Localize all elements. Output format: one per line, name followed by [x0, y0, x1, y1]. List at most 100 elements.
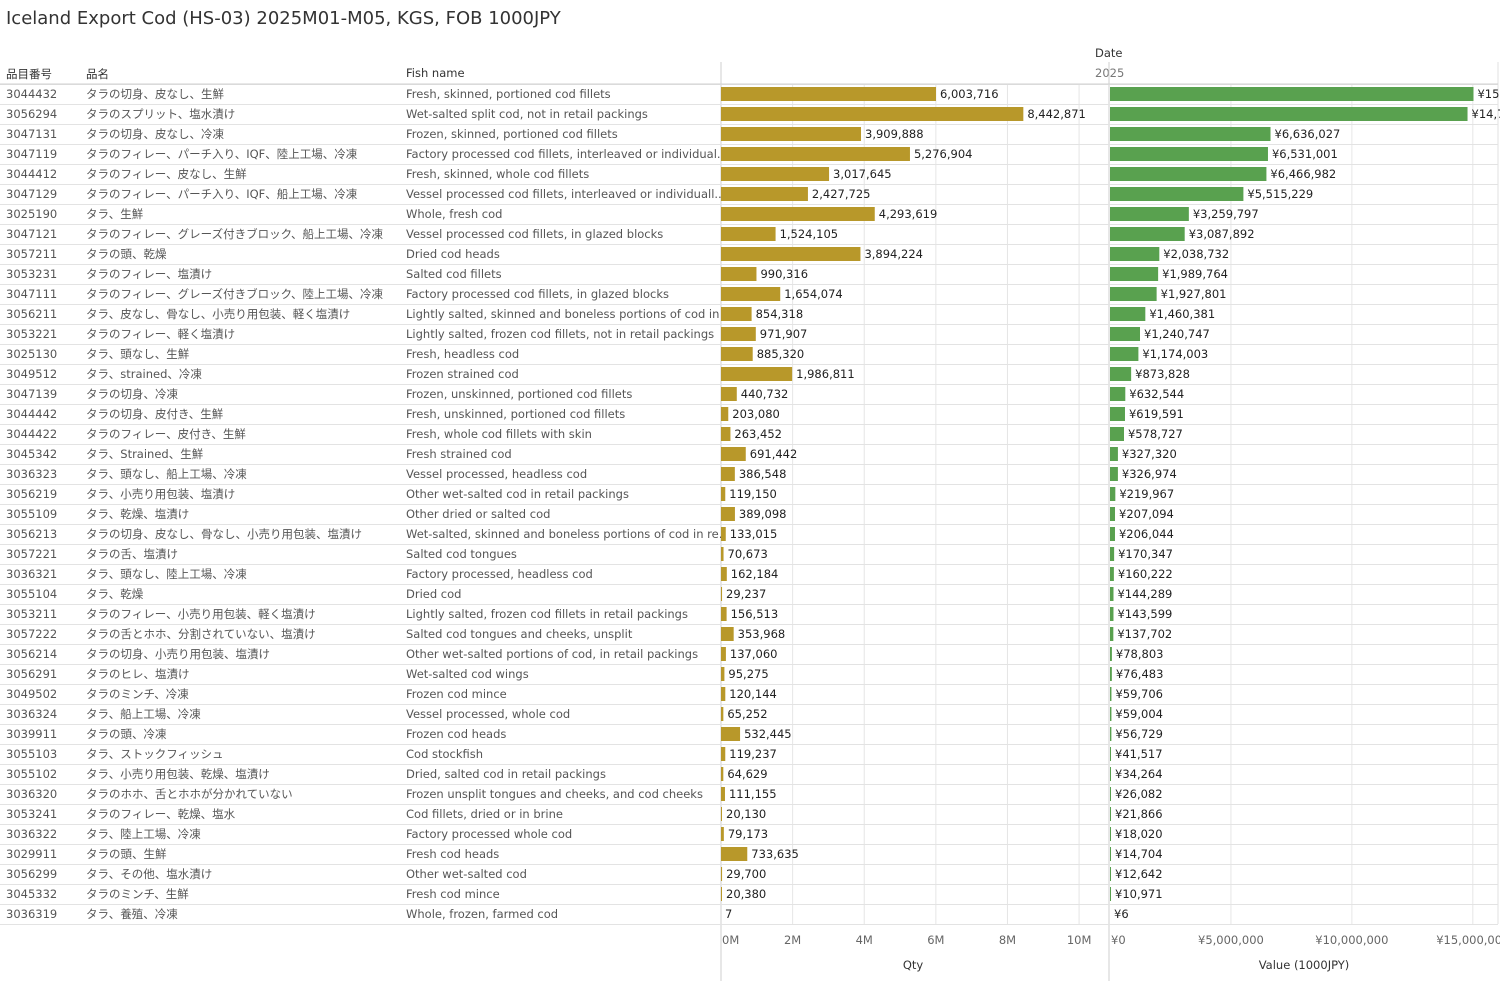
year-header: 2025 — [1095, 66, 1125, 80]
value-data-label: ¥144,289 — [1117, 587, 1172, 601]
qty-bar — [721, 487, 726, 501]
row-jp-name: タラ、乾燥 — [86, 587, 144, 601]
row-code: 3036323 — [6, 467, 57, 481]
qty-data-label: 70,673 — [728, 547, 768, 561]
value-data-label: ¥1,989,764 — [1162, 267, 1228, 281]
value-bar — [1110, 747, 1112, 761]
row-jp-name: タラの頭、乾燥 — [86, 247, 167, 261]
value-bar — [1110, 767, 1111, 781]
row-jp-name: タラのフィレー、皮付き、生鮮 — [86, 427, 246, 441]
row-fish-name: Fresh, skinned, portioned cod fillets — [406, 87, 611, 101]
qty-data-label: 162,184 — [731, 567, 779, 581]
qty-data-label: 1,986,811 — [796, 367, 855, 381]
row-fish-name: Lightly salted, skinned and boneless por… — [406, 307, 730, 321]
qty-data-label: 119,237 — [729, 747, 777, 761]
qty-bar — [721, 107, 1024, 121]
row-fish-name: Factory processed whole cod — [406, 827, 572, 841]
row-jp-name: タラ、その他、塩水漬け — [86, 867, 212, 881]
row-code: 3039911 — [6, 727, 57, 741]
value-bar — [1110, 147, 1268, 161]
qty-bar — [721, 867, 723, 881]
value-data-label: ¥59,004 — [1115, 707, 1163, 721]
date-header: Date — [1095, 46, 1123, 60]
value-bar — [1110, 227, 1185, 241]
row-jp-name: タラのフィレー、乾燥、塩水 — [86, 807, 236, 821]
row-fish-name: Whole, frozen, farmed cod — [406, 907, 558, 921]
qty-bar — [721, 307, 752, 321]
value-data-label: ¥143,599 — [1117, 607, 1172, 621]
value-data-label: ¥2,038,732 — [1163, 247, 1229, 261]
value-data-label: ¥78,803 — [1116, 647, 1164, 661]
row-jp-name: タラ、船上工場、冷凍 — [86, 707, 201, 721]
row-code: 3047111 — [6, 287, 57, 301]
row-jp-name: タラ、小売り用包装、乾燥、塩漬け — [86, 767, 270, 781]
value-data-label: ¥632,544 — [1129, 387, 1184, 401]
row-jp-name: タラの切身、冷凍 — [86, 387, 178, 401]
value-data-label: ¥76,483 — [1116, 667, 1164, 681]
qty-bar — [721, 527, 726, 541]
value-bar — [1110, 427, 1124, 441]
row-jp-name: タラのミンチ、冷凍 — [86, 687, 189, 701]
qty-bar — [721, 467, 735, 481]
row-code: 3047139 — [6, 387, 57, 401]
row-jp-name: タラ、頭なし、生鮮 — [86, 347, 190, 361]
qty-data-label: 133,015 — [730, 527, 778, 541]
row-fish-name: Factory processed cod fillets, interleav… — [406, 147, 724, 161]
qty-bar — [721, 707, 724, 721]
row-code: 3057211 — [6, 247, 57, 261]
qty-data-label: 1,654,074 — [784, 287, 843, 301]
qty-data-label: 6,003,716 — [940, 87, 999, 101]
row-code: 3036324 — [6, 707, 57, 721]
chart-title: Iceland Export Cod (HS-03) 2025M01-M05, … — [6, 8, 561, 29]
value-data-label: ¥207,094 — [1119, 507, 1174, 521]
qty-axis-title: Qty — [903, 958, 924, 972]
row-fish-name: Wet-salted, skinned and boneless portion… — [406, 527, 726, 541]
column-header-jp-name: 品名 — [86, 67, 109, 81]
qty-data-label: 119,150 — [729, 487, 777, 501]
qty-data-label: 1,524,105 — [780, 227, 839, 241]
value-bar — [1110, 527, 1115, 541]
row-code: 3044412 — [6, 167, 57, 181]
row-fish-name: Dried cod — [406, 587, 461, 601]
row-jp-name: タラのフィレー、パーチ入り、IQF、船上工場、冷凍 — [86, 187, 358, 201]
value-bar — [1110, 567, 1114, 581]
value-data-label: ¥34,264 — [1115, 767, 1163, 781]
qty-bar — [721, 147, 910, 161]
row-jp-name: タラのヒレ、塩漬け — [86, 667, 190, 681]
row-code: 3056291 — [6, 667, 57, 681]
qty-tick-label: 6M — [927, 933, 944, 947]
value-data-label: ¥873,828 — [1135, 367, 1190, 381]
row-jp-name: タラの切身、皮なし、骨なし、小売り用包装、塩漬け — [86, 527, 362, 541]
value-data-label: ¥1,240,747 — [1144, 327, 1210, 341]
value-data-label: ¥1,174,003 — [1142, 347, 1208, 361]
row-fish-name: Other wet-salted portions of cod, in ret… — [406, 647, 698, 661]
column-header-fish-name: Fish name — [406, 66, 465, 80]
value-data-label: ¥578,727 — [1128, 427, 1183, 441]
value-bar — [1110, 647, 1112, 661]
qty-bar — [721, 87, 936, 101]
qty-tick-label: 10M — [1067, 933, 1092, 947]
row-fish-name: Fresh, unskinned, portioned cod fillets — [406, 407, 625, 421]
row-fish-name: Fresh, headless cod — [406, 347, 519, 361]
row-fish-name: Salted cod tongues — [406, 547, 517, 561]
row-code: 3036321 — [6, 567, 57, 581]
row-fish-name: Frozen, skinned, portioned cod fillets — [406, 127, 618, 141]
value-bar — [1110, 587, 1114, 601]
value-data-label: ¥327,320 — [1122, 447, 1177, 461]
row-fish-name: Salted cod fillets — [406, 267, 502, 281]
value-bar — [1110, 107, 1468, 121]
qty-data-label: 733,635 — [751, 847, 799, 861]
qty-bar — [721, 767, 724, 781]
qty-data-label: 2,427,725 — [812, 187, 871, 201]
qty-bar — [721, 167, 830, 181]
qty-bar — [721, 427, 731, 441]
value-bar — [1110, 627, 1114, 641]
value-bar — [1110, 867, 1111, 881]
row-code: 3056214 — [6, 647, 57, 661]
value-bar — [1110, 287, 1157, 301]
row-code: 3044432 — [6, 87, 57, 101]
qty-bar — [721, 227, 776, 241]
row-fish-name: Frozen unsplit tongues and cheeks, and c… — [406, 787, 703, 801]
qty-bar — [721, 507, 735, 521]
qty-data-label: 29,237 — [726, 587, 766, 601]
